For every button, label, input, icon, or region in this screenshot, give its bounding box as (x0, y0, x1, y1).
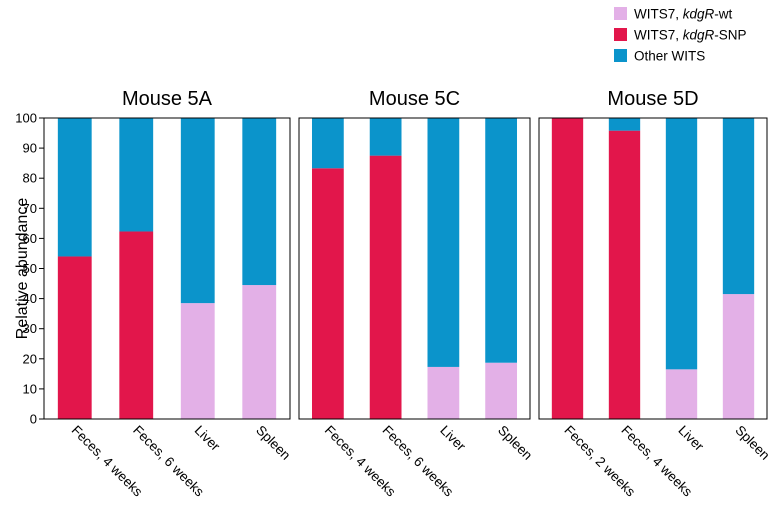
bar-segment-wt (180, 303, 215, 419)
bar-segment-other (119, 118, 154, 232)
bar-segment-snp (369, 155, 402, 419)
bar-segment-snp (119, 231, 154, 419)
bar-segment-other (242, 118, 277, 286)
bar-segment-other (722, 118, 755, 295)
legend-swatch-snp (614, 28, 627, 41)
y-tick-label: 80 (23, 171, 37, 186)
y-tick-label: 50 (23, 261, 37, 276)
y-tick-label: 0 (30, 412, 37, 427)
y-tick-label: 100 (15, 111, 37, 126)
x-tick-label: Spleen (732, 423, 769, 463)
y-tick-label: 20 (23, 351, 37, 366)
y-tick-label: 90 (23, 141, 37, 156)
bar-segment-other (427, 118, 460, 367)
y-tick-label: 40 (23, 291, 37, 306)
x-tick-label: Spleen (253, 423, 293, 463)
legend-label-snp: WITS7, kdgR-SNP (634, 28, 747, 43)
panel-frame (538, 117, 768, 420)
bar-segment-other (369, 118, 402, 156)
y-tick-label: 60 (23, 231, 37, 246)
y-tick-label: 30 (23, 321, 37, 336)
panel-title: Mouse 5D (607, 88, 698, 110)
x-tick-label: Spleen (495, 423, 535, 463)
bar-segment-wt (485, 362, 518, 419)
bar-segment-wt (665, 369, 698, 419)
bar-segment-snp (551, 118, 584, 419)
bar-segment-snp (57, 256, 92, 419)
legend-label-other: Other WITS (634, 49, 705, 64)
bar-segment-other (180, 118, 215, 304)
x-tick-label: Liver (437, 423, 469, 455)
panel-title: Mouse 5C (369, 88, 460, 110)
panel-frame (298, 117, 531, 420)
bar-segment-snp (311, 168, 344, 419)
bar-segment-wt (722, 294, 755, 419)
panel-title: Mouse 5A (122, 88, 213, 110)
x-tick-label: Liver (675, 423, 707, 455)
y-tick-label: 70 (23, 201, 37, 216)
bar-segment-other (57, 118, 92, 257)
bar-segment-other (485, 118, 518, 363)
bar-segment-other (311, 118, 344, 169)
panel-frame (43, 117, 291, 420)
bar-segment-wt (242, 285, 277, 419)
bar-segment-other (608, 118, 641, 131)
x-tick-label: Liver (192, 423, 224, 455)
y-axis-label: Relative abundance (14, 198, 31, 340)
bar-segment-wt (427, 366, 460, 419)
y-tick-label: 10 (23, 381, 37, 396)
bar-segment-snp (608, 130, 641, 419)
legend-swatch-wt (614, 7, 627, 20)
legend-swatch-other (614, 49, 627, 62)
bar-segment-other (665, 118, 698, 370)
legend-label-wt: WITS7, kdgR-wt (634, 7, 733, 22)
